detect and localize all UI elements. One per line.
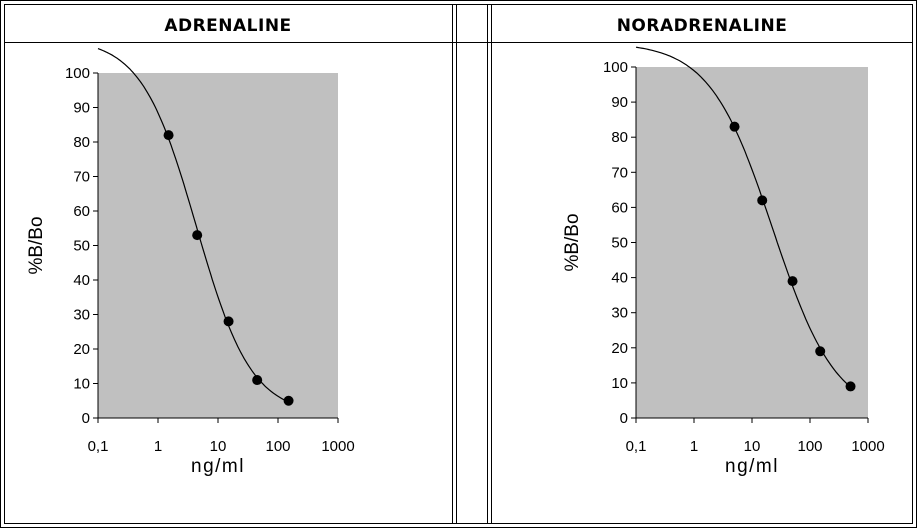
y-tick-label: 70: [611, 164, 628, 181]
y-tick-label: 100: [65, 65, 90, 82]
x-tick-label: 1: [154, 438, 162, 455]
y-tick-label: 90: [611, 94, 628, 111]
data-point: [163, 130, 174, 141]
header-adrenaline: ADRENALINE: [164, 16, 291, 36]
y-tick-label: 40: [611, 270, 628, 287]
x-tick-label: 1: [690, 438, 698, 455]
x-tick-label: 0,1: [626, 438, 647, 455]
noradrenaline-chart: 0 10 20 30 40 50 60 70 80 90 100 0,1 1 10 100 1000 %B/Bo…: [562, 46, 885, 477]
y-tick-label: 30: [611, 305, 628, 322]
plot-area: [636, 67, 868, 418]
y-tick-label: 20: [611, 340, 628, 357]
x-tick-label: 0,1: [88, 438, 109, 455]
data-point: [223, 316, 234, 327]
x-tick-label: 1000: [321, 438, 354, 455]
y-axis-label: %B/Bo: [562, 213, 583, 271]
y-tick-label: 80: [611, 129, 628, 146]
header-noradrenaline: NORADRENALINE: [617, 16, 788, 36]
y-tick-label: 10: [73, 376, 90, 393]
x-axis-label: ng/ml: [191, 456, 245, 477]
y-tick-label: 10: [611, 375, 628, 392]
y-tick-label: 60: [73, 203, 90, 220]
y-tick-label: 40: [73, 272, 90, 289]
y-tick-label: 70: [73, 169, 90, 186]
data-point: [252, 375, 263, 386]
data-point: [815, 346, 826, 357]
y-tick-label: 50: [73, 238, 90, 255]
fitted-curve: [635, 46, 851, 388]
y-tick-label: 60: [611, 199, 628, 216]
y-tick-label: 20: [73, 341, 90, 358]
data-point: [845, 381, 856, 392]
y-tick-label: 30: [73, 307, 90, 324]
data-point: [757, 195, 768, 206]
y-axis-label: %B/Bo: [26, 216, 47, 274]
y-tick-label: 0: [620, 410, 628, 427]
y-tick-label: 0: [82, 410, 90, 427]
y-tick-label: 100: [603, 59, 628, 76]
data-point: [787, 276, 798, 287]
adrenaline-chart: 0 10 20 30 40 50 60 70 80 90 100 0,1 1 10 100 1000 %B/Bo…: [26, 48, 355, 477]
x-tick-label: 1000: [851, 438, 884, 455]
x-tick-label: 10: [744, 438, 761, 455]
x-tick-label: 100: [797, 438, 822, 455]
y-tick-label: 90: [73, 100, 90, 117]
x-axis-label: ng/ml: [725, 456, 779, 477]
data-point: [192, 230, 203, 241]
data-point: [729, 121, 740, 132]
plot-area: [98, 73, 338, 418]
data-point: [283, 395, 294, 406]
x-tick-label: 10: [210, 438, 227, 455]
x-tick-label: 100: [265, 438, 290, 455]
y-tick-label: 80: [73, 134, 90, 151]
y-tick-label: 50: [611, 235, 628, 252]
